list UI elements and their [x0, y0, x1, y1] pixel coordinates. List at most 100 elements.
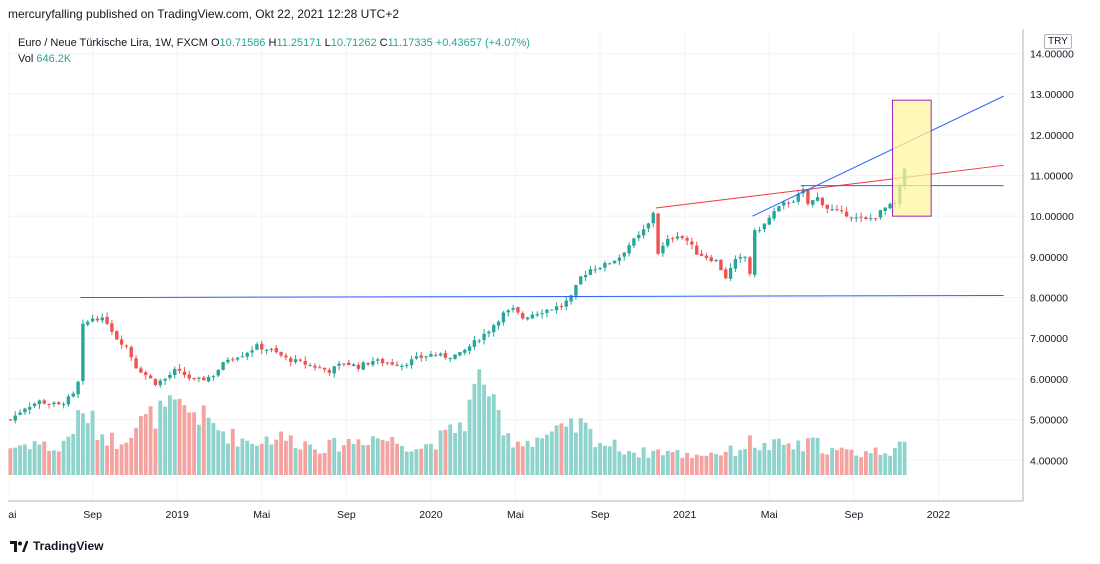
candle-body: [202, 377, 206, 381]
candle-body: [168, 374, 172, 378]
volume-bar: [830, 448, 835, 475]
volume-bar: [124, 442, 129, 475]
volume-bar: [167, 395, 172, 475]
candle-body: [86, 321, 90, 325]
candle-body: [90, 318, 95, 322]
candle-body: [443, 353, 448, 358]
volume-bar: [530, 446, 535, 475]
candle-body: [351, 364, 356, 366]
volume-bar: [868, 453, 873, 475]
candle-body: [840, 210, 844, 212]
candlestick-chart[interactable]: 14.00000 13.00000 12.00000 11.00000 10.00000…: [8, 29, 1092, 537]
volume-bar: [578, 418, 583, 475]
candle-body: [177, 368, 182, 371]
candle-body: [583, 274, 588, 278]
volume-bar: [825, 454, 830, 475]
volume-bar: [718, 455, 723, 475]
candle-body: [197, 377, 201, 379]
volume-bar: [109, 432, 114, 475]
volume-bar: [612, 439, 617, 475]
volume-bar: [796, 440, 801, 475]
volume-bar: [206, 417, 211, 475]
candle-body: [530, 314, 535, 319]
trendline-blue: [80, 295, 1004, 299]
candle-body: [463, 349, 467, 353]
high-value: 11.25171: [276, 37, 322, 49]
volume-bar: [902, 441, 907, 475]
candle-body: [772, 211, 776, 219]
candle-body: [762, 223, 767, 230]
volume-bar: [897, 441, 902, 475]
volume-bar: [346, 439, 351, 475]
x-tick-label: Mai: [507, 509, 524, 521]
volume-bar: [119, 444, 124, 475]
volume-bar: [554, 425, 559, 475]
volume-bar: [80, 413, 85, 475]
candle-body: [134, 358, 138, 369]
close-label: C: [379, 37, 388, 49]
candle-body: [57, 402, 61, 405]
candle-body: [753, 230, 757, 275]
candle-body: [37, 400, 42, 405]
candle-body: [342, 363, 346, 365]
candle-body: [472, 340, 477, 347]
y-tick-label: 7.00000: [1030, 333, 1068, 345]
volume-bar: [631, 452, 636, 475]
volume-bar: [399, 445, 404, 475]
volume-bar: [457, 422, 462, 475]
volume-bar: [694, 454, 699, 475]
candle-body: [250, 350, 254, 353]
volume-bar: [525, 440, 530, 475]
candle-body: [192, 377, 196, 380]
currency-badge[interactable]: TRY: [1044, 34, 1072, 49]
candle-body: [811, 200, 815, 205]
highlight-rectangle: [892, 99, 932, 217]
y-tick-label: 11.00000: [1030, 170, 1073, 182]
candle-body: [559, 305, 564, 307]
volume-bar: [182, 405, 187, 475]
candle-body: [337, 363, 341, 366]
volume-bar: [781, 444, 786, 475]
volume-bar: [656, 449, 661, 475]
volume-bar: [892, 448, 897, 475]
volume-bar: [757, 450, 762, 475]
volume-bar: [820, 453, 825, 475]
candle-body: [453, 354, 457, 359]
volume-label: Vol: [18, 53, 34, 65]
candle-body: [550, 309, 554, 311]
volume-bar: [47, 450, 52, 475]
volume-bar: [303, 441, 308, 475]
volume-bar: [56, 451, 61, 475]
candle-body: [849, 217, 854, 219]
open-value: 10.71586: [219, 37, 266, 49]
candle-body: [385, 362, 390, 364]
candle-body: [482, 333, 486, 341]
volume-bar: [636, 457, 641, 475]
volume-bar: [76, 410, 81, 475]
candle-body: [405, 364, 409, 366]
volume-bar: [438, 430, 443, 475]
candle-body: [835, 209, 839, 211]
candle-body: [18, 412, 22, 415]
candle-body: [733, 258, 738, 269]
candle-body: [641, 229, 646, 236]
volume-bar: [42, 441, 47, 475]
volume-bar: [409, 451, 414, 475]
volume-bar: [501, 435, 506, 475]
volume-bar: [235, 446, 240, 475]
volume-bar: [883, 453, 888, 475]
volume-bar: [486, 396, 491, 475]
volume-bar: [341, 445, 346, 475]
volume-bar: [791, 449, 796, 475]
volume-bar: [540, 438, 545, 475]
volume-bar: [317, 453, 322, 475]
candle-body: [144, 372, 148, 376]
candle-body: [255, 344, 259, 350]
trendline-red: [655, 164, 1004, 209]
chart-legend: Euro / Neue Türkische Lira, 1W, FXCM O10…: [18, 35, 530, 67]
volume-bar: [66, 436, 71, 475]
volume-bar: [593, 447, 598, 475]
volume-bar: [660, 455, 665, 475]
highlight-box: [892, 99, 932, 217]
volume-bar: [327, 439, 332, 475]
